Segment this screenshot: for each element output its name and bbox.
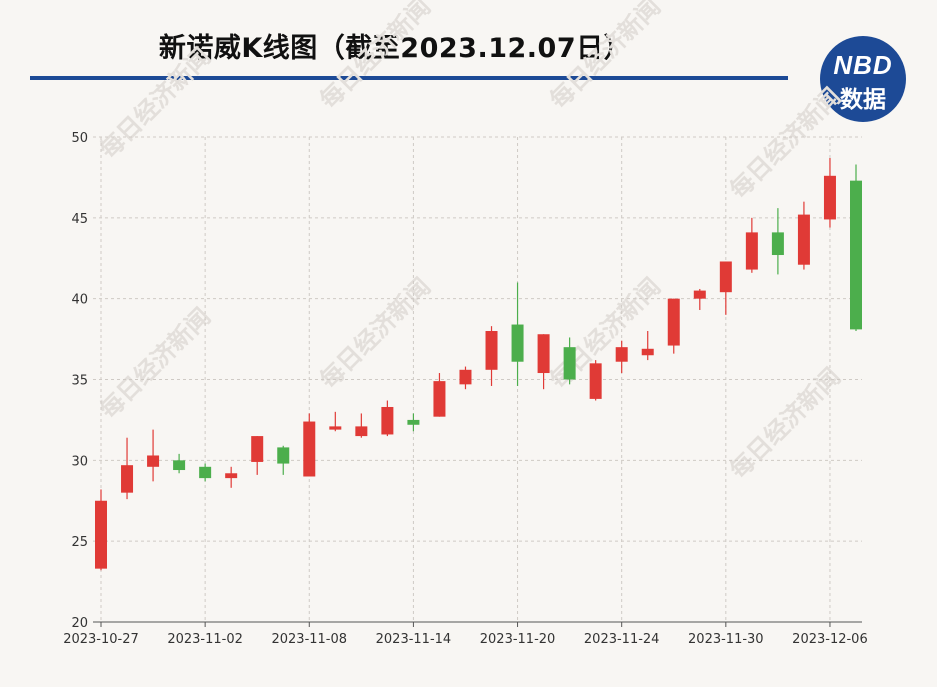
candle-up bbox=[355, 413, 368, 438]
candle-up bbox=[121, 437, 134, 500]
y-tick-label: 25 bbox=[71, 535, 88, 550]
x-tick-label: 2023-10-27 bbox=[63, 632, 139, 647]
candle-body bbox=[589, 363, 602, 399]
candle-body bbox=[303, 421, 316, 477]
candle-up bbox=[667, 298, 680, 354]
watermark-text: 每日经济新闻 bbox=[94, 43, 216, 165]
candle-up bbox=[303, 413, 316, 477]
candle-body bbox=[381, 406, 394, 435]
candle-down bbox=[407, 413, 420, 432]
candle-up bbox=[381, 400, 394, 437]
candle-body bbox=[459, 369, 472, 385]
candle-body bbox=[771, 232, 784, 256]
watermark-text: 每日经济新闻 bbox=[544, 0, 666, 114]
candle-body bbox=[797, 214, 810, 265]
candle-up bbox=[537, 334, 550, 390]
chart-title: 新诺威K线图（截至2023.12.07日） bbox=[158, 33, 632, 64]
candle-body bbox=[407, 419, 420, 425]
logo-text-bottom: 数据 bbox=[840, 87, 886, 113]
candle-body bbox=[719, 261, 732, 293]
x-tick-label: 2023-11-20 bbox=[480, 632, 556, 647]
y-tick-label: 40 bbox=[71, 293, 88, 308]
candle-body bbox=[95, 500, 107, 569]
candle-up bbox=[329, 411, 342, 432]
x-tick-label: 2023-11-08 bbox=[271, 632, 347, 647]
candle-up bbox=[823, 158, 836, 228]
candle-body bbox=[511, 324, 524, 362]
candle-up bbox=[225, 466, 238, 488]
candle-body bbox=[277, 447, 290, 464]
candle-body bbox=[355, 426, 368, 437]
candle-body bbox=[823, 175, 836, 220]
candle-body bbox=[667, 298, 680, 346]
candle-body bbox=[693, 290, 706, 299]
candle-up bbox=[693, 288, 706, 310]
x-tick-label: 2023-12-06 bbox=[792, 632, 868, 647]
title-rule bbox=[30, 76, 788, 80]
grid-lines bbox=[93, 136, 862, 622]
x-tick-label: 2023-11-30 bbox=[688, 632, 764, 647]
y-tick-label: 50 bbox=[71, 131, 88, 146]
nbd-logo-icon: NBD 数据 bbox=[820, 36, 906, 122]
candle-up bbox=[251, 436, 264, 475]
watermark-text: 每日经济新闻 bbox=[314, 273, 436, 395]
logo-text-top: NBD bbox=[833, 50, 893, 80]
candle-down bbox=[277, 445, 290, 475]
watermark-text: 每日经济新闻 bbox=[94, 303, 216, 425]
candle-up bbox=[485, 326, 498, 386]
candle-body bbox=[563, 347, 576, 380]
x-tick-label: 2023-11-02 bbox=[167, 632, 243, 647]
y-tick-label: 35 bbox=[71, 374, 88, 389]
candle-up bbox=[745, 217, 758, 273]
candle-body bbox=[173, 460, 186, 471]
candle-up bbox=[641, 331, 654, 361]
candle-body bbox=[745, 232, 758, 270]
candle-body bbox=[433, 381, 446, 417]
candle-up bbox=[797, 201, 810, 270]
candle-up bbox=[719, 261, 732, 315]
y-tick-label: 45 bbox=[71, 212, 88, 227]
candle-down bbox=[563, 337, 576, 385]
candle-down bbox=[771, 208, 784, 275]
y-tick-label: 30 bbox=[71, 454, 88, 469]
y-tick-label: 20 bbox=[71, 616, 88, 631]
candle-body bbox=[485, 331, 498, 370]
axes: 20 25 30 35 40 45 50 2023-10-27 2023-11-02 2023-1… bbox=[63, 131, 868, 647]
candle-body bbox=[850, 180, 862, 330]
candle-up bbox=[459, 366, 472, 390]
candle-up bbox=[147, 429, 160, 482]
candles bbox=[95, 158, 862, 571]
candle-up bbox=[95, 489, 107, 571]
candle-body bbox=[121, 465, 134, 493]
candle-body bbox=[147, 455, 160, 467]
candle-body bbox=[537, 334, 550, 374]
candle-down bbox=[511, 282, 524, 386]
candle-body bbox=[329, 426, 342, 430]
x-tick-label: 2023-11-14 bbox=[376, 632, 452, 647]
watermark-text: 每日经济新闻 bbox=[314, 0, 436, 114]
candle-body bbox=[641, 348, 654, 356]
candle-down bbox=[199, 463, 212, 482]
candle-up bbox=[589, 360, 602, 401]
candle-down bbox=[850, 164, 862, 331]
candle-body bbox=[225, 473, 238, 479]
candle-body bbox=[199, 466, 212, 479]
watermark-text: 每日经济新闻 bbox=[724, 363, 846, 485]
candle-down bbox=[173, 453, 186, 474]
candle-up bbox=[615, 340, 628, 374]
candle-up bbox=[433, 373, 446, 417]
candle-body bbox=[615, 347, 628, 362]
candle-body bbox=[251, 436, 264, 462]
x-tick-label: 2023-11-24 bbox=[584, 632, 660, 647]
